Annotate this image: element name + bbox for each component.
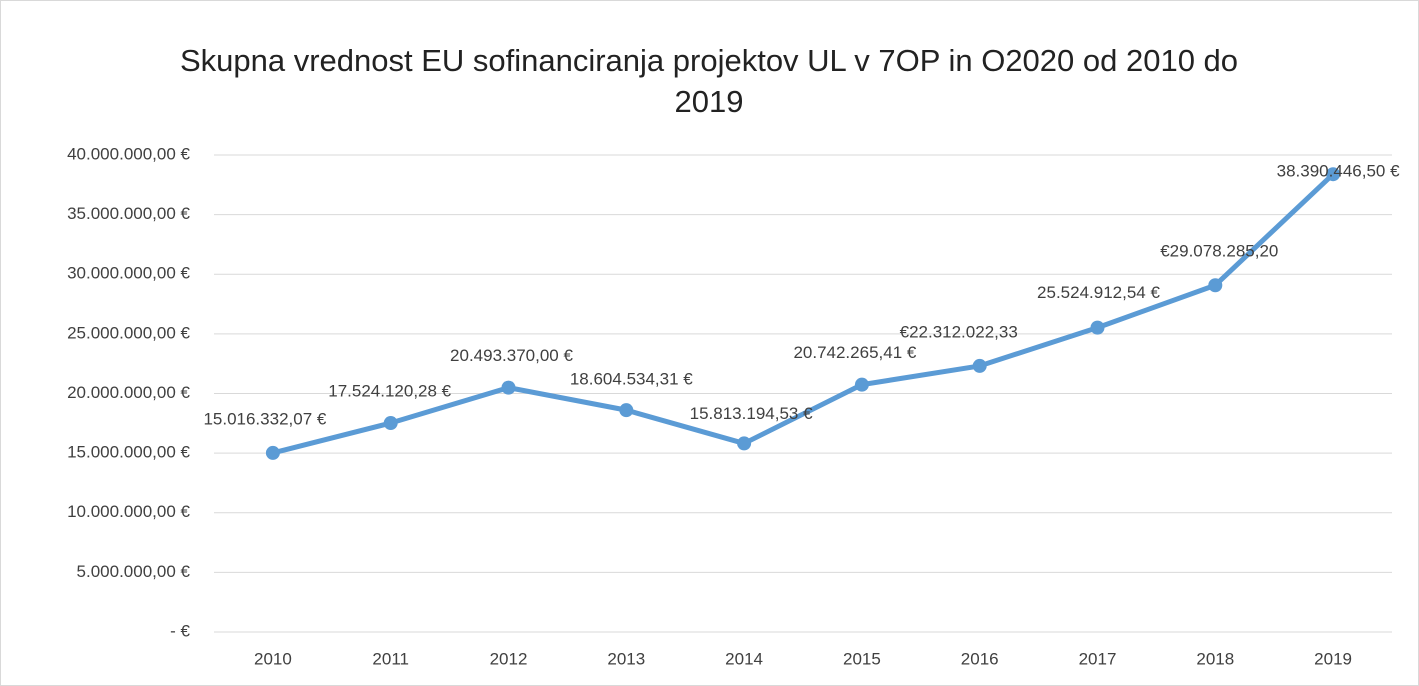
y-tick-label: 15.000.000,00 € [67,443,190,462]
data-point [1326,167,1341,182]
data-point [854,377,869,392]
x-tick-label: 2013 [607,649,645,668]
data-point [1090,320,1105,335]
x-tick-label: 2011 [372,649,409,668]
data-label: 15.016.332,07 € [203,409,326,428]
x-tick-label: 2012 [490,649,528,668]
data-point [265,445,280,460]
x-tick-label: 2015 [843,649,881,668]
data-label: 25.524.912,54 € [1037,283,1160,302]
x-tick-label: 2016 [961,649,999,668]
data-point [1208,278,1223,293]
data-line [272,172,1335,456]
data-point [619,403,634,418]
x-tick-label: 2019 [1314,649,1352,668]
y-tick-label: 30.000.000,00 € [67,264,190,283]
y-tick-label: 40.000.000,00 € [67,144,190,163]
data-label: 20.493.370,00 € [450,346,573,365]
y-tick-label: - € [170,621,190,640]
data-label: 18.604.534,31 € [570,370,693,389]
data-point [501,380,516,395]
y-tick-label: 10.000.000,00 € [67,502,190,521]
x-tick-label: 2018 [1196,649,1234,668]
x-tick-label: 2017 [1079,649,1117,668]
data-label: 20.742.265,41 € [793,343,916,362]
x-tick-label: 2014 [725,649,763,668]
data-label: €29.078.285,20 [1160,242,1278,261]
y-tick-label: 25.000.000,00 € [67,323,190,342]
data-label: 17.524.120,28 € [328,382,451,401]
data-label: 15.813.194,53 € [690,404,813,423]
y-tick-label: 35.000.000,00 € [67,204,190,223]
y-tick-label: 20.000.000,00 € [67,383,190,402]
x-tick-label: 2010 [254,649,292,668]
data-point [972,358,987,373]
data-point [383,416,398,431]
data-label: 38.390.446,50 € [1277,161,1400,180]
chart-title: Skupna vrednost EU sofinanciranja projek… [179,43,1239,119]
y-tick-label: 5.000.000,00 € [77,562,191,581]
data-label: €22.312.022,33 [900,322,1018,341]
data-point [737,436,752,451]
